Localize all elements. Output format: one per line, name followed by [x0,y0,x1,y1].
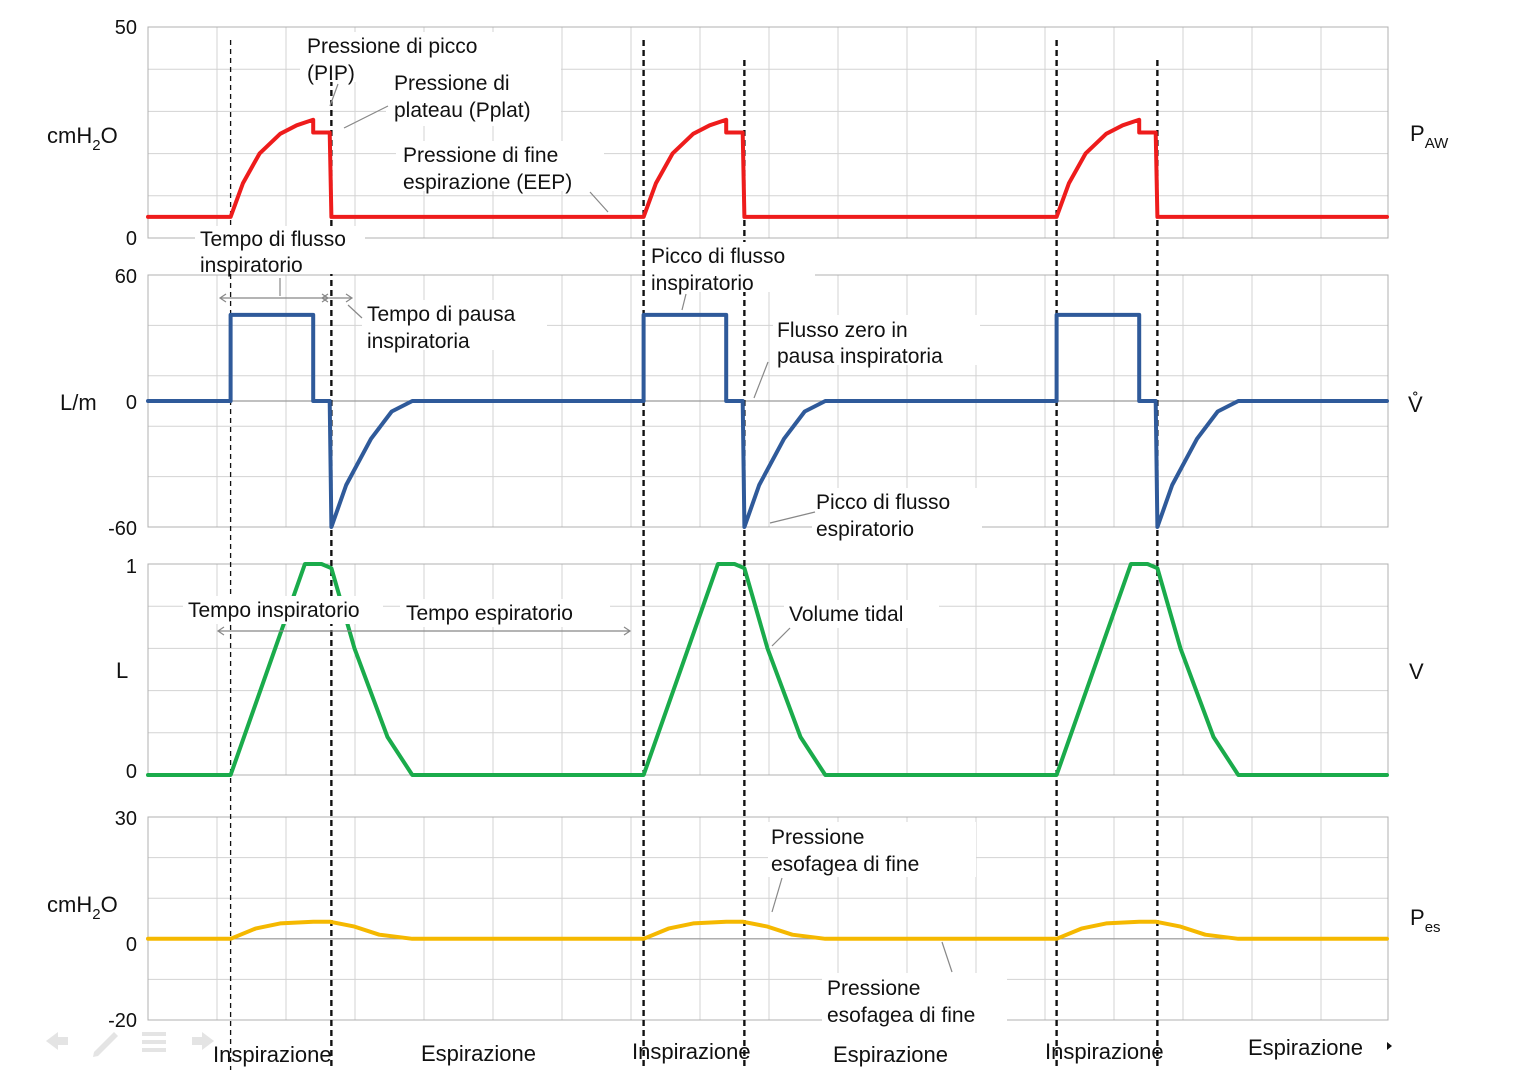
volume-plot-frame [147,563,1389,776]
menu-icon[interactable] [142,1032,166,1052]
next-slide-icon[interactable] [192,1032,214,1050]
pes-annotation-2-bg [822,973,1007,1027]
volume-unit-label: L [116,658,128,683]
phase-divider-lines [229,40,1159,1070]
pplat-annotation: Pressione di plateau (Pplat) [394,72,531,122]
paw-panel: 50 0 cmH2O PAW Pressione di picco (PIP) P… [47,17,1449,250]
tidal-volume-annotation: Volume tidal [789,603,903,626]
phase-expiration-3: Espirazione [1248,1035,1363,1060]
flow-time-annotation-bg [195,226,365,274]
flow-waveform [146,312,1389,529]
peak-inspiratory-flow-annotation: Picco di flusso inspiratorio [651,245,785,295]
phase-inspiration-2: Inspirazione [632,1039,751,1064]
peak-exp-pointer [769,511,816,524]
breath-time-span-arrow [216,626,632,636]
pes-right-label: Pes [1410,905,1441,936]
paw-right-label: PAW [1410,121,1449,152]
peak-expiratory-flow-annotation: Picco di flusso espiratorio [816,491,950,541]
zero-flow-pause-annotation: Flusso zero in pausa inspiratoria [777,319,943,368]
pause-span-arrow [320,293,354,303]
flow-time-span-arrow [218,293,330,303]
waveform-layer [146,117,1389,941]
paw-waveform [146,117,1389,219]
volume-right-label: V [1409,659,1424,684]
pip-pointer [329,83,339,107]
flow-panel: 60 0 -60 L/m V̊ Tempo di flusso inspirato… [60,226,1423,541]
zero-flow-pointer [753,361,769,399]
end-esophageal-pressure-annotation-1: Pressione esofagea di fine [771,826,919,876]
pip-annotation: Pressione di picco (PIP) [307,35,477,85]
continue-arrow-icon [1387,1042,1392,1050]
eep-annotation-bg [396,141,604,191]
pes-annotation-1-bg [768,822,976,877]
grid-layer [147,26,1389,1021]
paw-plot-frame [147,26,1389,239]
flow-unit-label: L/m [60,390,97,415]
pause-time-annotation-bg [362,300,547,350]
pplat-pointer [343,105,389,129]
end-esophageal-pressure-annotation-2: Pressione esofagea di fine [827,977,975,1027]
flow-tick-zero: 0 [126,392,137,414]
slide-nav-icons [46,1032,214,1057]
eep-pointer [589,191,609,213]
peak-exp-flow-annotation-bg [812,488,982,538]
pes-tick-zero: 0 [126,934,137,956]
phase-expiration-2: Espirazione [833,1042,948,1067]
paw-unit-label: cmH2O [47,123,118,154]
exp-time-annotation-bg [400,599,610,627]
inspiratory-time-annotation: Tempo inspiratorio [188,599,360,622]
inspiratory-pause-time-annotation: Tempo di pausa inspiratoria [367,303,516,353]
pause-pointer [347,304,363,319]
tidal-annotation-bg [784,600,939,628]
paw-tick-top: 50 [115,17,137,39]
flow-tick-bottom: -60 [108,518,137,540]
pes-panel: 30 0 -20 cmH2O Pes Pressione esofagea di … [47,808,1441,1032]
flow-tick-top: 60 [115,266,137,288]
pes-pointer-1 [771,877,783,913]
pen-icon[interactable] [93,1032,118,1057]
peak-insp-flow-annotation-bg [645,242,815,292]
flow-right-label: V̊ [1408,391,1423,417]
pes-tick-bottom: -20 [108,1010,137,1032]
previous-slide-icon[interactable] [46,1032,68,1050]
phase-inspiration-3: Inspirazione [1045,1039,1164,1064]
pplat-annotation-bg [386,68,561,126]
pes-plot-frame [147,816,1389,1021]
paw-tick-zero: 0 [126,228,137,250]
volume-tick-top: 1 [126,556,137,578]
phase-inspiration-1: Inspirazione [213,1042,332,1067]
peak-insp-pointer [681,293,687,311]
pes-tick-top: 30 [115,808,137,830]
zero-flow-annotation-bg [773,315,980,365]
volume-tick-zero: 0 [126,761,137,783]
pes-pointer-2 [941,941,953,973]
volume-panel: 1 0 L V Tempo inspiratorio Tempo espirat… [116,556,1424,783]
pes-unit-label: cmH2O [47,892,118,923]
expiratory-time-annotation: Tempo espiratorio [406,602,573,625]
pes-waveform [146,919,1389,941]
eep-annotation: Pressione di fine espirazione (EEP) [403,144,572,194]
phase-labels: Inspirazione Espirazione Inspirazione Es… [213,1035,1392,1067]
inspiratory-flow-time-annotation: Tempo di flusso inspiratorio [200,228,346,277]
insp-time-annotation-bg [183,596,383,624]
phase-expiration-1: Espirazione [421,1041,536,1066]
tidal-pointer [771,627,791,647]
volume-waveform [146,562,1389,777]
